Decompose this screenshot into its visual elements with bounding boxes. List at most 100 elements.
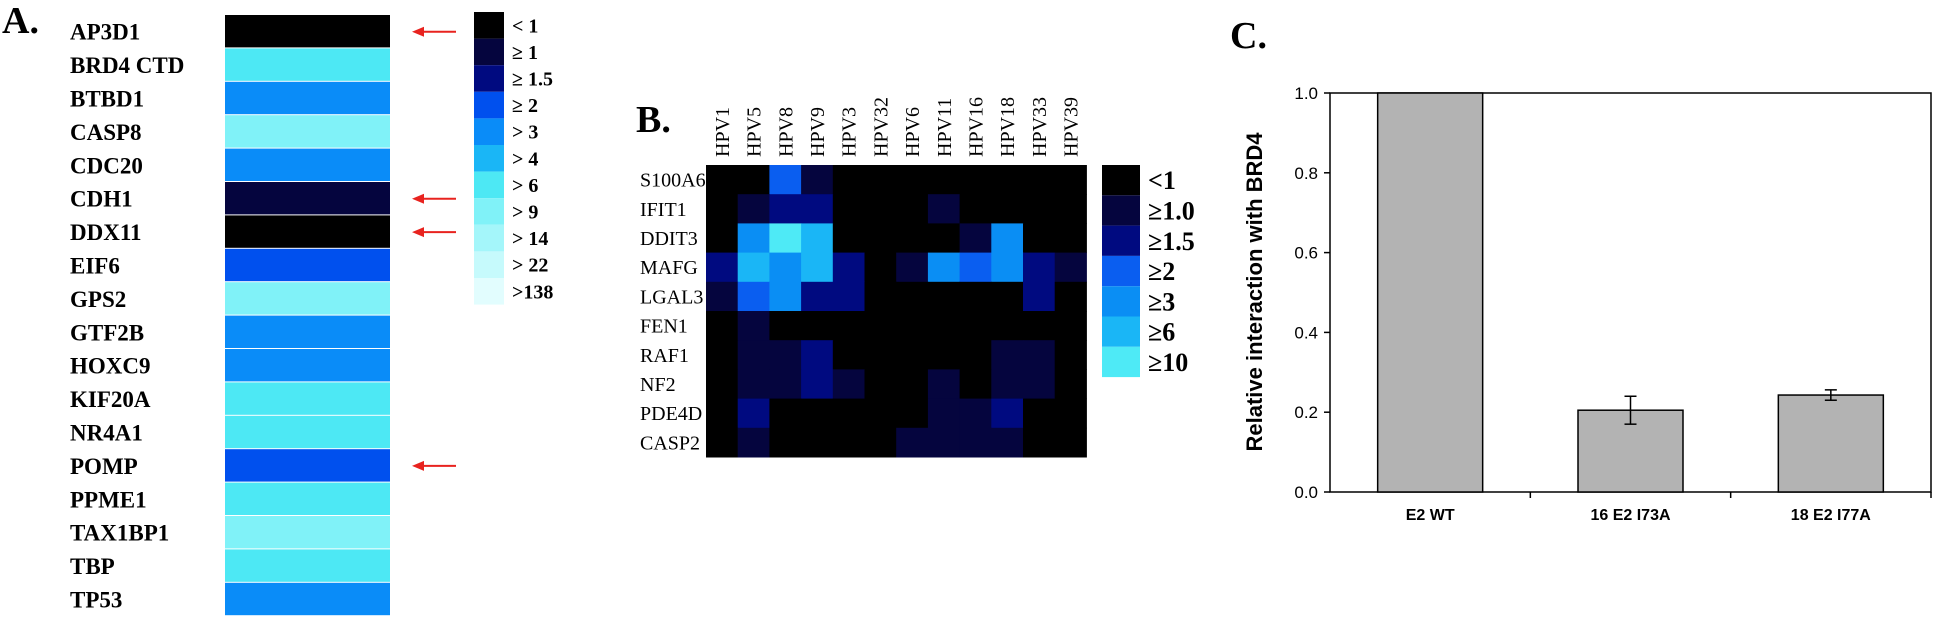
panel-a-row-label: KIF20A xyxy=(70,387,151,412)
panel-b-cell xyxy=(896,311,929,341)
panel-b-cell xyxy=(706,281,739,312)
panel-b-cell xyxy=(801,340,834,370)
panel-b-cell xyxy=(896,223,929,254)
panel-b-cell xyxy=(706,194,739,224)
panel-a-row-label: HOXC9 xyxy=(70,354,151,379)
panel-b-legend-swatch xyxy=(1102,225,1140,256)
panel-c-x-tick-label: E2 WT xyxy=(1406,507,1455,524)
panel-b-cell xyxy=(896,165,929,195)
panel-b-cell xyxy=(991,165,1024,195)
panel-b-cell xyxy=(927,281,961,312)
panel-b-row-label: S100A6 xyxy=(640,170,706,192)
panel-c-x-tick-label: 16 E2 I73A xyxy=(1590,507,1671,524)
panel-a-legend-label: > 3 xyxy=(512,122,538,144)
panel-b-cell xyxy=(801,369,834,400)
panel-b-legend-label: ≥2 xyxy=(1148,257,1175,286)
panel-b-legend-label: <1 xyxy=(1148,166,1176,195)
panel-a-row-label: CDH1 xyxy=(70,187,133,212)
panel-b-legend-label: ≥3 xyxy=(1148,287,1175,316)
panel-b-legend-label: ≥10 xyxy=(1148,348,1188,377)
panel-a-row-label: PPME1 xyxy=(70,487,147,512)
panel-c-y-axis: 0.0 0.2 0.4 0.6 0.8 1.0 xyxy=(1294,84,1330,502)
panel-b-cell xyxy=(706,165,739,195)
panel-b-cell xyxy=(832,398,865,429)
panel-c-y-tick-label: 0.0 xyxy=(1294,483,1318,502)
panel-b-cell xyxy=(801,398,834,429)
panel-b-cell xyxy=(991,398,1024,429)
panel-b-cell xyxy=(769,165,802,195)
panel-a-cell xyxy=(225,15,390,48)
panel-b-cell xyxy=(991,252,1024,283)
panel-b-cell xyxy=(769,340,802,370)
panel-b-cell xyxy=(864,311,897,341)
panel-a-cell xyxy=(225,48,390,81)
panel-b-cell xyxy=(737,252,770,283)
panel-b-legend-swatch xyxy=(1102,255,1140,287)
panel-b-cell xyxy=(991,223,1024,254)
panel-a-row-label: CDC20 xyxy=(70,153,143,178)
panel-b-cell xyxy=(801,427,834,458)
panel-b-cell xyxy=(1054,165,1087,195)
panel-b-column-label: HPV18 xyxy=(997,97,1019,157)
panel-b-cell xyxy=(832,340,865,370)
panel-b-cell xyxy=(864,252,897,283)
panel-a-row-label: TP53 xyxy=(70,588,122,613)
panel-b-cell xyxy=(1054,369,1087,400)
panel-a-legend-label: > 22 xyxy=(512,255,548,277)
panel-b-cell xyxy=(959,311,992,341)
panel-a-cell xyxy=(225,81,390,115)
panel-a-cell xyxy=(225,248,390,282)
panel-b-cell xyxy=(801,194,834,224)
panel-a-cell xyxy=(225,148,390,181)
panel-b-legend: <1≥1.0≥1.5≥2≥3≥6≥10 xyxy=(1102,165,1195,378)
panel-b-cell xyxy=(1023,194,1056,224)
panel-a-row-label: EIF6 xyxy=(70,254,120,279)
panel-b-legend-swatch xyxy=(1102,165,1140,196)
panel-a-legend-label: ≥ 2 xyxy=(512,95,538,117)
panel-b-cell xyxy=(1023,340,1056,370)
panel-b-cell xyxy=(991,340,1024,370)
panel-a-legend-label: > 6 xyxy=(512,175,538,197)
panel-c-bar xyxy=(1376,92,1484,493)
panel-b-legend-label: ≥6 xyxy=(1148,318,1175,347)
panel-a-legend-swatch xyxy=(474,118,504,145)
panel-b-cell xyxy=(959,223,992,254)
panel-b-column-label: HPV32 xyxy=(870,97,892,157)
panel-a-row-labels: AP3D1 BRD4 CTD BTBD1 CASP8 CDC20 CDH1 DDX11 EIF… xyxy=(70,20,184,613)
panel-a-row-label: TAX1BP1 xyxy=(70,521,169,546)
panel-a-legend-swatch xyxy=(474,145,504,172)
panel-a-legend-swatch xyxy=(474,198,504,225)
panel-a-legend-label: > 9 xyxy=(512,202,538,224)
panel-b-cell xyxy=(737,311,770,341)
panel-a-legend-swatch xyxy=(474,278,504,305)
panel-c-label: C. xyxy=(1230,15,1267,57)
panel-b-column-label: HPV39 xyxy=(1061,97,1083,157)
panel-b-cell xyxy=(1054,340,1087,370)
panel-c-y-tick-label: 1.0 xyxy=(1294,84,1318,103)
panel-b-cell xyxy=(1023,281,1056,312)
panel-b-cell xyxy=(959,369,992,400)
panel-a-cell xyxy=(225,315,390,348)
panel-b-cell xyxy=(1054,281,1087,312)
panel-a-cell xyxy=(225,582,390,616)
panel-c-x-axis: E2 WT 16 E2 I73A 18 E2 I77A xyxy=(1406,492,1932,524)
panel-b-row-label: FEN1 xyxy=(640,316,688,338)
panel-a-legend-swatch xyxy=(474,91,504,119)
panel-a-cell xyxy=(225,215,390,248)
panel-b-cell xyxy=(864,165,897,195)
panel-b-cell xyxy=(1023,427,1056,458)
panel-b-column-label: HPV16 xyxy=(965,97,987,157)
panel-b-column-label: HPV6 xyxy=(902,107,924,157)
panel-a-arrows xyxy=(412,26,456,471)
panel-b-row-label: CASP2 xyxy=(640,432,700,454)
panel-b-cell xyxy=(769,427,802,458)
panel-b-cell xyxy=(1023,165,1056,195)
panel-b-cell xyxy=(896,281,929,312)
panel-b-row-label: NF2 xyxy=(640,374,676,396)
panel-b-cell xyxy=(737,281,770,312)
panel-b-cell xyxy=(864,398,897,429)
panel-b-column-label: HPV8 xyxy=(775,107,797,157)
panel-b-cell xyxy=(896,252,929,283)
panel-b-cell xyxy=(832,281,865,312)
panel-a-row-label: NR4A1 xyxy=(70,421,143,446)
